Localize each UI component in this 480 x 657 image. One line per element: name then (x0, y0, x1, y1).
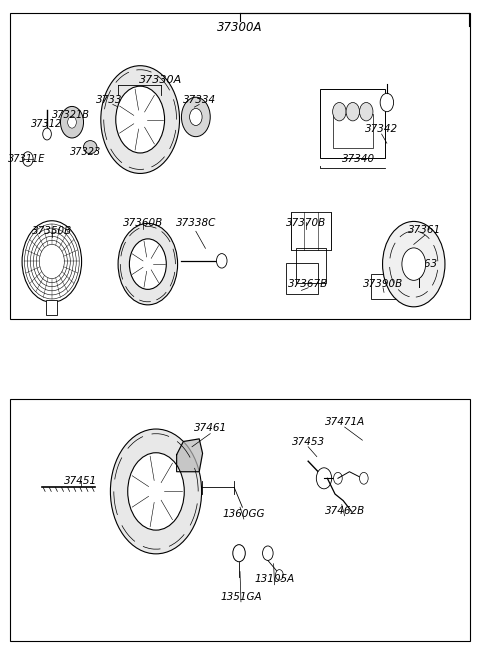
Text: 37311E: 37311E (8, 154, 45, 164)
Bar (10, 399, 470, 641)
Circle shape (333, 102, 346, 121)
Text: 37321B: 37321B (52, 110, 90, 120)
Circle shape (116, 86, 165, 153)
Circle shape (383, 221, 445, 307)
Text: 37462B: 37462B (324, 506, 365, 516)
Circle shape (414, 266, 423, 278)
Circle shape (402, 248, 426, 281)
Circle shape (68, 116, 76, 128)
Text: 37312: 37312 (31, 118, 63, 129)
Text: 37360B: 37360B (123, 218, 163, 229)
Bar (10, 13, 470, 319)
Text: 13105A: 13105A (254, 574, 295, 585)
Text: 37334: 37334 (182, 95, 216, 105)
Circle shape (43, 128, 51, 140)
Circle shape (128, 453, 184, 530)
Circle shape (110, 429, 202, 554)
Bar (333, 114, 373, 148)
Text: 37350B: 37350B (32, 226, 72, 237)
Polygon shape (177, 439, 203, 472)
Circle shape (190, 108, 202, 125)
Ellipse shape (84, 141, 97, 154)
Text: 37332: 37332 (96, 95, 130, 105)
Text: 37342: 37342 (365, 124, 398, 135)
Circle shape (23, 152, 33, 166)
Circle shape (233, 545, 245, 562)
Text: 37338C: 37338C (176, 218, 216, 229)
Text: 1351GA: 1351GA (220, 591, 262, 602)
Text: 37367B: 37367B (288, 279, 328, 289)
Bar (296, 248, 326, 283)
Text: 1360GG: 1360GG (223, 509, 265, 519)
Circle shape (216, 254, 227, 268)
Circle shape (101, 66, 180, 173)
Circle shape (334, 472, 342, 484)
Circle shape (22, 221, 82, 302)
Circle shape (346, 102, 360, 121)
Circle shape (118, 223, 178, 305)
Text: 37461: 37461 (193, 423, 227, 434)
Circle shape (60, 106, 84, 138)
Circle shape (360, 102, 373, 121)
Circle shape (380, 93, 394, 112)
Circle shape (276, 570, 283, 580)
Circle shape (130, 239, 166, 289)
Circle shape (316, 468, 332, 489)
Circle shape (263, 546, 273, 560)
Text: 37390B: 37390B (363, 279, 403, 289)
Text: 37323: 37323 (70, 147, 101, 158)
Bar (286, 263, 318, 294)
Text: 37370B: 37370B (286, 218, 326, 229)
Circle shape (360, 472, 368, 484)
Circle shape (181, 97, 210, 137)
Bar (47, 300, 57, 315)
Bar (291, 212, 331, 250)
Bar (320, 89, 385, 158)
Text: 37300A: 37300A (217, 21, 263, 34)
Text: 37361: 37361 (408, 225, 442, 235)
Bar (371, 274, 397, 299)
Text: 37471A: 37471A (324, 417, 365, 427)
Text: 37340: 37340 (342, 154, 376, 164)
Text: 37451: 37451 (64, 476, 97, 486)
Text: 37363: 37363 (405, 259, 438, 269)
Text: 37453: 37453 (291, 436, 325, 447)
Text: 37330A: 37330A (139, 75, 182, 85)
